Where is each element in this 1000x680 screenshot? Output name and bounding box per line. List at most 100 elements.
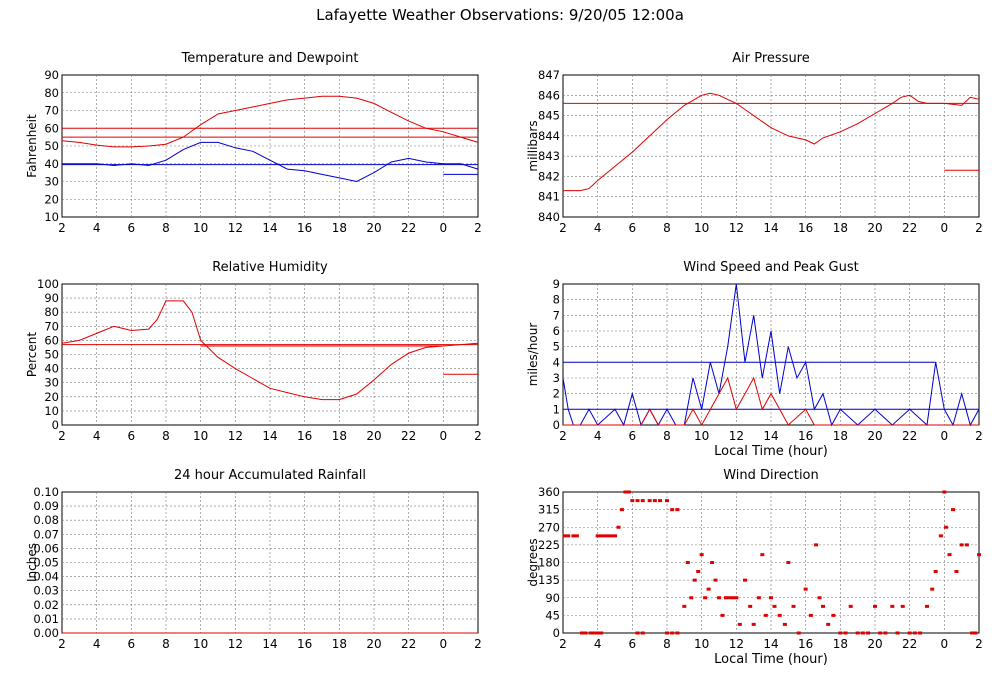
pressure-ytick-label: 841 — [538, 190, 560, 204]
humidity-ytick-label: 90 — [44, 291, 59, 305]
direction-point — [760, 553, 765, 557]
direction-point — [814, 543, 819, 547]
temp-xtick-label: 16 — [297, 221, 312, 235]
direction-point — [710, 561, 715, 564]
direction-point — [959, 543, 964, 547]
wind-xtick-label: 16 — [798, 429, 813, 443]
temp-xtick-label: 0 — [440, 221, 448, 235]
humidity-xtick-label: 10 — [193, 429, 208, 443]
humidity-ylabel: Percent — [25, 332, 39, 377]
pressure-plot-frame — [562, 74, 980, 218]
wind-ylabel: miles/hour — [526, 323, 540, 387]
direction-ytick-label: 0 — [553, 626, 560, 640]
direction-point — [583, 631, 588, 635]
direction-point — [619, 508, 624, 512]
rain-xtick-label: 22 — [401, 637, 416, 651]
wind-xtick-label: 8 — [663, 429, 671, 443]
wind-ytick-label: 4 — [553, 355, 560, 369]
rain-ytick-label: 0.09 — [33, 499, 59, 513]
direction-point — [689, 596, 694, 600]
direction-point — [599, 534, 604, 538]
rain-xtick-label: 20 — [366, 637, 381, 651]
rain-ytick-label: 0.10 — [33, 485, 59, 499]
direction-point — [606, 534, 611, 538]
humidity-xtick-label: 8 — [162, 429, 170, 443]
pressure-ylabel: millibars — [526, 120, 540, 171]
direction-point — [562, 534, 567, 538]
wind-ytick-label: 3 — [553, 371, 560, 385]
temp-xtick-label: 14 — [262, 221, 277, 235]
direction-point — [696, 570, 701, 574]
direction-point — [699, 553, 704, 557]
direction-point — [737, 622, 742, 626]
rain-xtick-label: 2 — [474, 637, 482, 651]
humidity-xtick-label: 16 — [297, 429, 312, 443]
rain-xtick-label: 2 — [58, 637, 66, 651]
humidity-xtick-label: 6 — [128, 429, 136, 443]
direction-point — [730, 596, 735, 600]
direction-ytick-label: 315 — [538, 503, 560, 517]
temp-ytick-label: 70 — [44, 104, 59, 118]
humidity-xtick-label: 20 — [366, 429, 381, 443]
direction-point — [977, 553, 981, 557]
wind-series-red-3 — [563, 376, 979, 427]
temp-xtick-label: 2 — [58, 221, 66, 235]
wind-series-blue-0 — [562, 283, 980, 427]
direction-title: Wind Direction — [723, 468, 819, 483]
direction-xtick-label: 14 — [763, 637, 778, 651]
temp-xtick-label: 20 — [366, 221, 381, 235]
direction-point — [786, 561, 791, 564]
humidity-ytick-label: 80 — [44, 305, 59, 319]
pressure-xtick-label: 6 — [629, 221, 637, 235]
pressure-ytick-label: 843 — [538, 149, 560, 163]
direction-point — [723, 596, 728, 600]
pressure-ytick-label: 842 — [538, 169, 560, 183]
direction-point — [640, 499, 645, 503]
temp-xtick-label: 2 — [474, 221, 482, 235]
temp-ytick-label: 60 — [44, 121, 59, 135]
humidity-ytick-label: 10 — [44, 404, 59, 418]
direction-point — [763, 613, 768, 617]
direction-ylabel: degrees — [526, 538, 540, 586]
direction-xtick-label: 10 — [694, 637, 709, 651]
rain-ytick-label: 0.03 — [33, 584, 59, 598]
pressure-ytick-label: 846 — [538, 88, 560, 102]
rain-ytick-label: 0.06 — [33, 541, 59, 555]
temp-xtick-label: 4 — [93, 221, 101, 235]
direction-xtick-label: 2 — [559, 637, 567, 651]
direction-point — [918, 631, 923, 635]
direction-point — [772, 604, 777, 608]
temp-ytick-label: 20 — [44, 192, 59, 206]
pressure-title: Air Pressure — [732, 51, 810, 66]
temp-ytick-label: 30 — [44, 175, 59, 189]
direction-point — [670, 631, 675, 635]
direction-point — [796, 631, 801, 635]
pressure-xtick-label: 2 — [559, 221, 567, 235]
rain-ytick-label: 0.02 — [33, 598, 59, 612]
wind-ytick-label: 2 — [553, 387, 560, 401]
direction-point — [665, 499, 669, 503]
direction-point — [821, 604, 825, 608]
wind-ytick-label: 1 — [553, 402, 560, 416]
direction-point — [713, 578, 718, 582]
direction-point — [791, 604, 796, 608]
wind-xtick-label: 12 — [729, 429, 744, 443]
direction-point — [973, 631, 978, 635]
direction-ytick-label: 90 — [545, 591, 560, 605]
pressure-series-red-0 — [563, 92, 980, 192]
direction-point — [743, 578, 747, 582]
direction-point — [838, 631, 843, 635]
direction-point — [675, 508, 680, 512]
temp-series-blue-3 — [62, 141, 479, 183]
direction-point — [592, 631, 597, 635]
rain-xtick-label: 4 — [93, 637, 101, 651]
wind-xtick-label: 18 — [833, 429, 848, 443]
direction-point — [942, 490, 947, 494]
wind-title: Wind Speed and Peak Gust — [683, 260, 858, 275]
direction-xtick-label: 20 — [867, 637, 882, 651]
direction-xtick-label: 0 — [941, 637, 949, 651]
direction-point — [925, 604, 929, 608]
pressure-xtick-label: 4 — [594, 221, 602, 235]
direction-point — [808, 613, 813, 617]
